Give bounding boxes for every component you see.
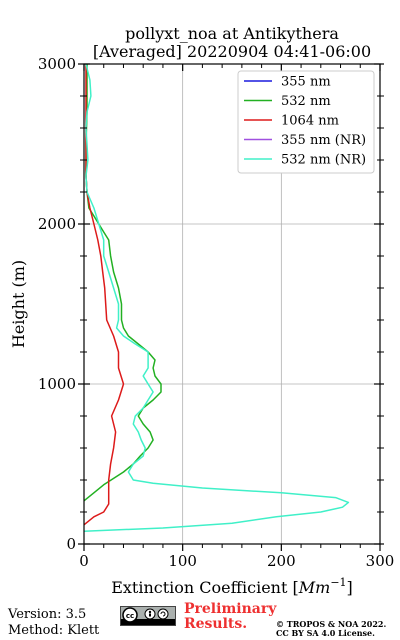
y-tick-label: 2000: [38, 215, 76, 233]
svg-text:cc: cc: [126, 612, 134, 620]
cc-license-badge: cc: [120, 606, 176, 626]
x-tick-label: 300: [366, 552, 395, 570]
x-tick-label: 0: [79, 552, 89, 570]
y-tick-label: 3000: [38, 55, 76, 73]
legend-label-355-nm-nr: 355 nm (NR): [281, 133, 366, 148]
chart-title-line2: [Averaged] 20220904 04:41-06:00: [93, 42, 371, 61]
legend-label-532-nm: 532 nm: [281, 94, 331, 109]
series-lines: [83, 63, 350, 532]
cc-icon: [122, 607, 138, 623]
x-tick-label: 200: [267, 552, 296, 570]
chart-title-line1: pollyxt_noa at Antikythera: [125, 24, 339, 43]
legend-label-355-nm: 355 nm: [281, 75, 331, 90]
copyright-notice: © TROPOS & NOA 2022. CC BY SA 4.0 Licens…: [276, 619, 387, 638]
x-tick-label: 100: [168, 552, 197, 570]
preliminary-results-note: Preliminary Results.: [184, 601, 277, 632]
series-line-532-nm: [83, 64, 162, 502]
series-line-532-nm-nr: [83, 63, 350, 532]
y-axis-label: Height (m): [9, 260, 28, 348]
y-tick-label: 1000: [38, 375, 76, 393]
x-axis-label: Extinction Coefficient [Mm−1]: [111, 576, 353, 597]
sa-icon: [157, 608, 169, 620]
method-text: Method: Klett: [8, 623, 100, 638]
version-text: Version: 3.5: [8, 607, 87, 622]
legend-label-1064-nm: 1064 nm: [281, 114, 339, 129]
legend-label-532-nm-nr: 532 nm (NR): [281, 153, 366, 168]
y-tick-label: 0: [66, 535, 76, 553]
legend: 355 nm 532 nm 1064 nm 355 nm (NR) 532 nm (NR…: [237, 70, 375, 174]
plot-frame: [83, 63, 381, 545]
series-line-1064-nm: [83, 64, 125, 526]
legend-box: [237, 70, 375, 174]
